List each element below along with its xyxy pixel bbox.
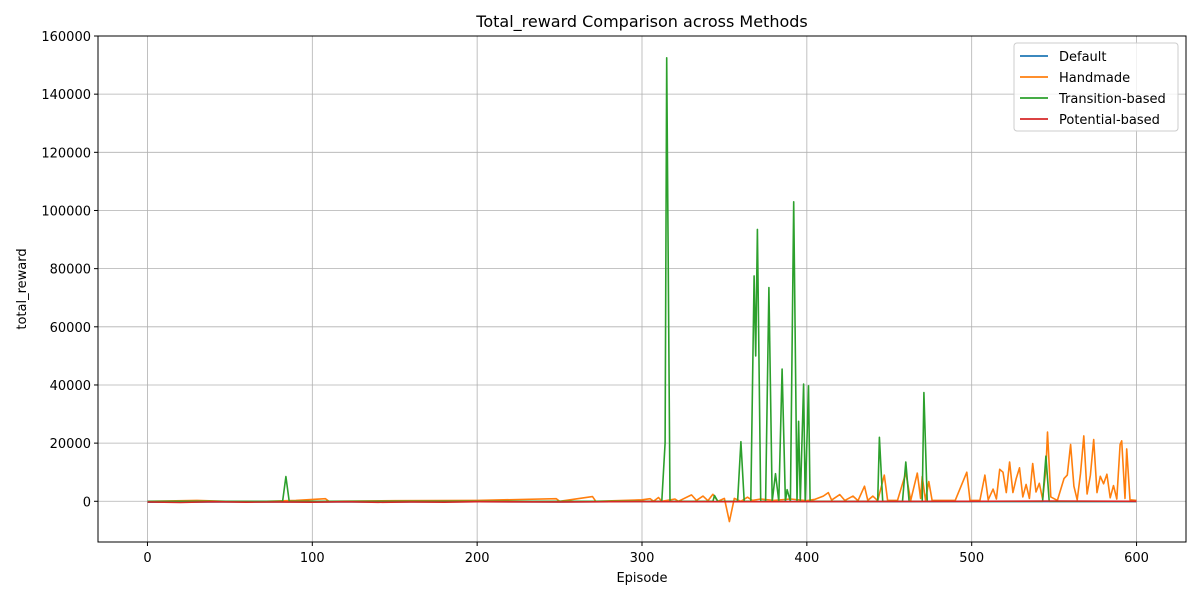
legend-label-default: Default xyxy=(1059,50,1107,65)
y-tick-label: 80000 xyxy=(50,263,91,278)
series-lines xyxy=(147,57,1137,523)
axis-ticks: 0 100 200 300 400 500 600 0 20000 40000 60000 80000… xyxy=(41,30,1149,566)
x-tick-label: 300 xyxy=(630,551,655,566)
series-line-potential-based xyxy=(147,500,1137,504)
y-tick-label: 140000 xyxy=(41,88,91,103)
x-tick-label: 100 xyxy=(300,551,325,566)
legend: Default Handmade Transition-based Potential… xyxy=(1013,42,1179,132)
y-tick-label: 40000 xyxy=(50,379,91,394)
legend-label-transition-based: Transition-based xyxy=(1058,92,1166,107)
legend-box xyxy=(1013,42,1179,132)
x-tick-label: 0 xyxy=(143,551,151,566)
x-tick-label: 200 xyxy=(465,551,490,566)
chart-title: Total_reward Comparison across Methods xyxy=(475,12,807,32)
y-tick-label: 60000 xyxy=(50,321,91,336)
x-tick-label: 500 xyxy=(959,551,984,566)
y-tick-label: 20000 xyxy=(50,437,91,452)
y-tick-label: 160000 xyxy=(41,30,91,45)
y-axis-label: total_reward xyxy=(15,248,30,329)
x-tick-label: 600 xyxy=(1124,551,1149,566)
legend-label-handmade: Handmade xyxy=(1059,71,1130,86)
y-tick-label: 0 xyxy=(83,495,91,510)
x-tick-label: 400 xyxy=(794,551,819,566)
x-axis-label: Episode xyxy=(616,571,667,586)
legend-label-potential-based: Potential-based xyxy=(1059,113,1160,128)
y-tick-label: 100000 xyxy=(41,204,91,219)
y-tick-label: 120000 xyxy=(41,146,91,161)
